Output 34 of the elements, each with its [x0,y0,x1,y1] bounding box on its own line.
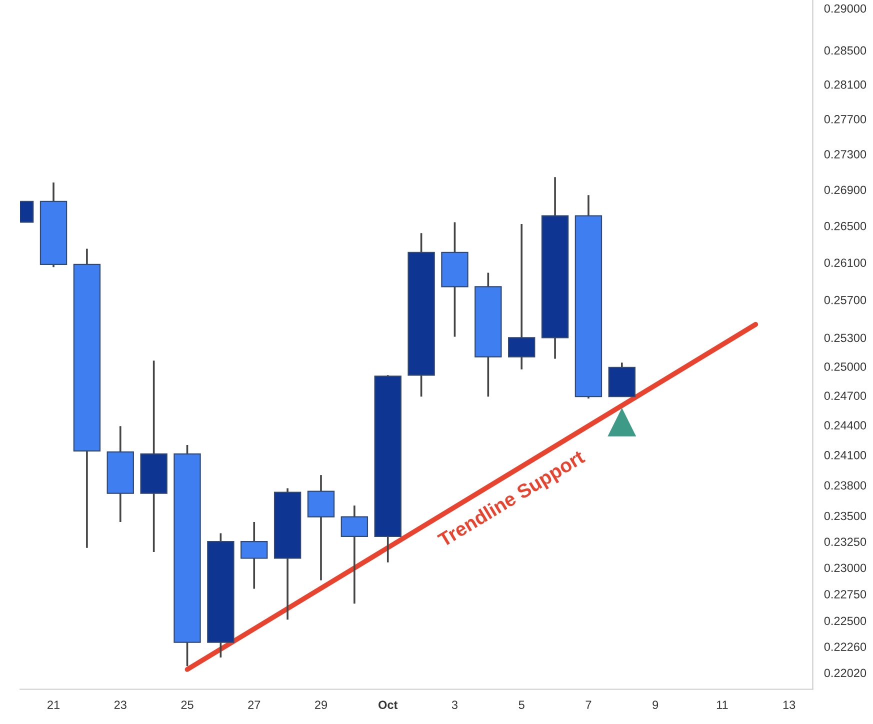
y-tick-label: 0.27700 [824,115,866,124]
y-tick-label: 0.24400 [824,421,866,430]
y-tick-label: 0.25700 [824,296,866,304]
x-tick-label: 25 [181,700,194,710]
y-tick-label: 0.28100 [824,80,866,89]
y-tick-label: 0.22500 [824,616,866,626]
y-tick-label: 0.23800 [824,481,866,490]
x-tick-label: 23 [114,700,126,710]
x-tick-label: 11 [716,700,728,709]
y-tick-label: 0.23000 [824,564,866,572]
y-tick-label: 0.24100 [824,450,866,460]
y-tick-label: 0.25300 [824,334,866,342]
y-tick-label: 0.29000 [824,4,866,13]
y-tick-label: 0.23250 [824,538,866,546]
x-tick-label: 3 [452,700,458,710]
y-tick-label: 0.24700 [824,392,866,400]
y-tick-label: 0.23500 [824,512,866,520]
x-tick-label: 29 [315,700,327,710]
y-tick-label: 0.26100 [824,258,866,267]
y-tick-label: 0.22020 [824,668,866,678]
x-tick-label: 13 [783,700,796,710]
y-tick-label: 0.26500 [824,222,866,230]
x-tick-label: 9 [652,700,658,710]
x-tick-label: 21 [48,700,60,709]
y-tick-label: 0.22750 [824,590,866,598]
y-tick-label: 0.27300 [824,150,866,158]
x-tick-label: 5 [518,700,524,710]
y-tick-label: 0.28500 [824,46,866,55]
x-tick-label: Oct [378,700,398,710]
x-tick-label: 27 [248,700,260,709]
x-tick-label: 7 [586,700,592,709]
y-tick-label: 0.26900 [824,186,866,194]
y-tick-label: 0.25000 [824,362,866,371]
y-tick-label: 0.22260 [824,642,866,651]
